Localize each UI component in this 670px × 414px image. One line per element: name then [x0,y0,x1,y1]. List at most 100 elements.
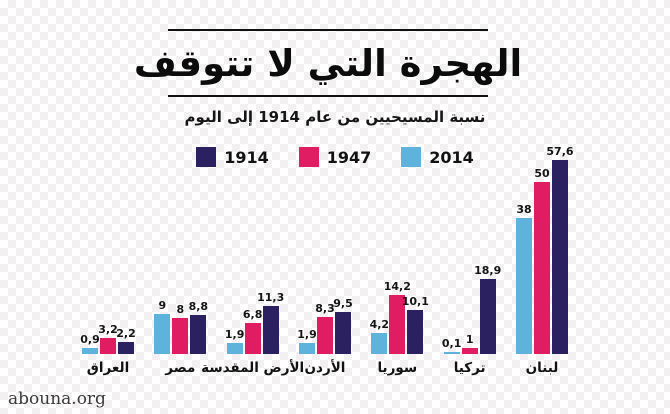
bar-1947 [389,295,406,354]
bar-column-2014: 38 [515,203,532,354]
category-label: الأردن [304,360,346,376]
bar-cluster: 38 50 57,6 لبنان [515,145,574,376]
bar-column-1947: 14,2 [384,280,411,354]
bar-value-label: 1 [465,333,474,346]
bar-value-label: 0,9 [80,333,100,346]
bar-column-2014: 9 [154,299,171,354]
bar-value-label: 1,9 [224,328,245,341]
bar-2014 [154,314,171,354]
bar-value-label: 11,3 [257,291,285,304]
bar-group: 0,9 3,2 2,2 [80,323,136,354]
bar-value-label: 4,2 [369,318,390,331]
category-label: العراق [86,360,130,376]
bar-value-label: 57,6 [546,145,574,158]
bar-chart: 0,9 3,2 2,2 العراق 9 8 8,8 مصر 1,9 6,8 11,3 الأرض ا… [80,145,574,376]
bar-column-1947: 6,8 [242,308,263,354]
category-label: تركيا [453,360,486,376]
bar-cluster: 0,1 1 18,9 تركيا [441,264,501,376]
bar-value-label: 8,3 [315,302,335,315]
legend-item-1914: 1914 [196,147,269,167]
bar-column-1947: 8,3 [315,302,335,354]
bar-1914 [551,160,568,354]
legend-label-1947: 1947 [326,147,372,167]
bar-column-2014: 0,1 [441,337,462,354]
bar-column-1947: 3,2 [98,323,118,354]
category-label: لبنان [525,360,559,376]
category-label: الأرض المقدسة [201,360,305,376]
bar-value-label: 10,1 [401,295,429,308]
bar-group: 4,2 14,2 10,1 [369,280,429,354]
title-block: الهجرة التي لا تتوقف [134,29,522,97]
legend: 1914 1947 2014 [0,147,670,167]
bar-group: 1,9 6,8 11,3 [224,291,284,354]
bar-2014 [298,343,315,354]
legend-label-1914: 1914 [224,147,269,167]
bar-column-1914: 9,5 [333,297,353,354]
bar-value-label: 3,2 [98,323,118,336]
bar-value-label: 8 [176,303,185,316]
bar-column-1914: 10,1 [402,295,429,354]
bar-2014 [82,348,98,354]
bar-column-1914: 2,2 [116,327,136,354]
bar-value-label: 14,2 [383,280,411,293]
bar-1947 [100,338,116,354]
chart-subtitle: نسبة المسيحيين من عام 1914 إلى اليوم [184,108,486,126]
legend-label-2014: 2014 [429,147,474,167]
bar-1914 [118,342,134,354]
bar-value-label: 18,9 [474,264,502,277]
legend-swatch-2014 [401,147,422,167]
legend-swatch-1947 [298,147,319,167]
bar-group: 0,1 1 18,9 [441,264,501,354]
watermark: abouna.org [8,389,106,409]
bar-column-2014: 1,9 [297,328,317,354]
bar-value-label: 9,5 [333,297,353,310]
bar-1914 [190,315,207,354]
bar-value-label: 6,8 [242,308,263,321]
bar-column-1914: 57,6 [546,145,574,354]
legend-item-2014: 2014 [401,147,474,167]
category-label: سوريا [377,360,418,376]
bar-column-1947: 1 [461,333,478,354]
bar-column-1914: 11,3 [257,291,284,354]
bar-group: 38 50 57,6 [515,145,574,354]
bar-column-2014: 4,2 [369,318,390,354]
bar-column-1947: 50 [533,167,550,354]
bar-cluster: 4,2 14,2 10,1 سوريا [369,280,429,376]
bar-cluster: 1,9 8,3 9,5 الأردن [297,297,353,376]
bar-cluster: 1,9 6,8 11,3 الأرض المقدسة [201,291,304,376]
bar-column-1914: 8,8 [188,300,209,354]
chart-title: الهجرة التي لا تتوقف [133,41,523,85]
bar-2014 [226,343,243,354]
bar-1914 [334,312,351,354]
bar-value-label: 0,1 [441,337,462,350]
bar-value-label: 9 [158,299,167,312]
bar-value-label: 38 [516,203,532,216]
legend-item-1947: 1947 [298,147,372,167]
bar-value-label: 8,8 [188,300,209,313]
bar-1947 [533,182,550,354]
bar-value-label: 2,2 [116,327,136,340]
bar-1947 [244,323,261,354]
bar-value-label: 1,9 [297,328,317,341]
bar-value-label: 50 [534,167,550,180]
category-label: مصر [165,360,196,376]
bar-column-1947: 8 [172,303,189,354]
bar-1914 [479,279,496,354]
bar-group: 9 8 8,8 [154,299,209,354]
bar-2014 [443,352,460,354]
bar-1947 [316,317,333,354]
legend-swatch-1914 [196,147,217,167]
bar-1947 [172,318,189,354]
bar-1914 [262,306,279,354]
bar-2014 [371,333,388,354]
bar-1947 [461,348,478,354]
bar-column-2014: 0,9 [80,333,100,354]
bar-column-2014: 1,9 [224,328,245,354]
bar-group: 1,9 8,3 9,5 [297,297,353,354]
bar-cluster: 9 8 8,8 مصر [154,299,209,376]
bar-cluster: 0,9 3,2 2,2 العراق [80,323,136,376]
bar-2014 [515,218,532,354]
bar-column-1914: 18,9 [474,264,501,354]
bar-1914 [407,310,424,354]
